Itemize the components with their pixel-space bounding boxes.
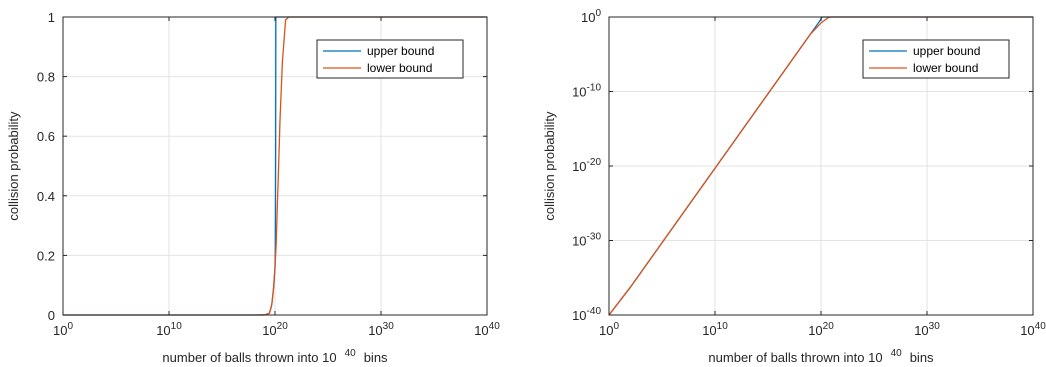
legend-entry: lower bound	[367, 61, 432, 75]
y-tick-label: 0.2	[37, 248, 55, 263]
x-axis-label: number of balls thrown into 10 40 bins	[162, 348, 388, 365]
y-tick-label: 0.8	[37, 70, 55, 85]
y-tick-exponent: -40	[587, 306, 602, 317]
y-tick-label: 0.6	[37, 129, 55, 144]
y-tick-base: 10	[572, 234, 586, 249]
x-axis-label-exponent: 40	[345, 348, 357, 359]
y-tick-exponent: 0	[595, 8, 601, 19]
y-tick-label: 10-40	[572, 306, 601, 323]
x-tick-label: 1010	[702, 321, 728, 338]
x-tick-label: 1040	[1020, 321, 1046, 338]
y-tick-label: 100	[581, 8, 601, 25]
y-tick-exponent: -10	[587, 83, 602, 94]
legend-entry: upper bound	[913, 44, 980, 58]
y-tick-label: 10-10	[572, 83, 601, 100]
x-tick-exponent: 30	[929, 321, 941, 332]
x-tick-exponent: 40	[1035, 321, 1046, 332]
y-axis-label: collision probability	[6, 111, 21, 221]
y-tick-base: 10	[572, 85, 586, 100]
x-tick-label: 1020	[262, 321, 288, 338]
x-tick-exponent: 20	[823, 321, 835, 332]
x-tick-base: 10	[1020, 323, 1034, 338]
chart-linear-scale: 100 1010 1020 1030 104000.20.40.60.81number …	[6, 10, 500, 365]
x-tick-label: 1040	[474, 321, 500, 338]
legend: upper bound lower bound	[316, 39, 464, 79]
x-axis-label-prefix: number of balls thrown into 10	[708, 350, 882, 365]
legend-entry: lower bound	[913, 61, 978, 75]
y-tick-label: 0	[48, 308, 55, 323]
x-tick-exponent: 20	[277, 321, 289, 332]
y-tick-label: 1	[48, 10, 55, 25]
y-tick-exponent: -20	[587, 157, 602, 168]
legend-entry: upper bound	[367, 44, 434, 58]
chart-log-scale: 100 1010 1020 1030 104010-4010-3010-2010-101…	[542, 8, 1046, 365]
x-tick-base: 10	[914, 323, 928, 338]
x-tick-label: 100	[53, 321, 73, 338]
x-tick-exponent: 0	[67, 321, 73, 332]
x-tick-exponent: 0	[613, 321, 619, 332]
y-tick-base: 10	[572, 159, 586, 174]
x-tick-exponent: 40	[489, 321, 501, 332]
x-tick-base: 10	[474, 323, 488, 338]
x-axis-label-suffix: bins	[910, 350, 934, 365]
y-axis-label: collision probability	[542, 111, 557, 221]
x-tick-base: 10	[599, 323, 613, 338]
y-tick-base: 10	[581, 10, 595, 25]
x-axis-label-prefix: number of balls thrown into 10	[162, 350, 336, 365]
x-axis-label: number of balls thrown into 10 40 bins	[708, 348, 934, 365]
x-tick-exponent: 10	[717, 321, 729, 332]
y-tick-label: 0.4	[37, 189, 55, 204]
legend-box	[316, 39, 464, 79]
x-tick-base: 10	[262, 323, 276, 338]
x-tick-base: 10	[156, 323, 170, 338]
x-tick-base: 10	[368, 323, 382, 338]
x-axis-label-suffix: bins	[364, 350, 388, 365]
x-tick-label: 100	[599, 321, 619, 338]
y-tick-label: 10-20	[572, 157, 601, 174]
y-tick-base: 10	[572, 308, 586, 323]
legend: upper bound lower bound	[862, 39, 1010, 79]
x-axis-label-exponent: 40	[891, 348, 903, 359]
x-tick-base: 10	[53, 323, 67, 338]
x-tick-label: 1030	[368, 321, 394, 338]
legend-box	[862, 39, 1010, 79]
x-tick-exponent: 10	[171, 321, 183, 332]
x-tick-base: 10	[808, 323, 822, 338]
y-tick-label: 10-30	[572, 232, 601, 249]
x-tick-label: 1030	[914, 321, 940, 338]
x-tick-base: 10	[702, 323, 716, 338]
x-tick-label: 1020	[808, 321, 834, 338]
x-tick-exponent: 30	[383, 321, 395, 332]
x-tick-label: 1010	[156, 321, 182, 338]
y-tick-exponent: -30	[587, 232, 602, 243]
